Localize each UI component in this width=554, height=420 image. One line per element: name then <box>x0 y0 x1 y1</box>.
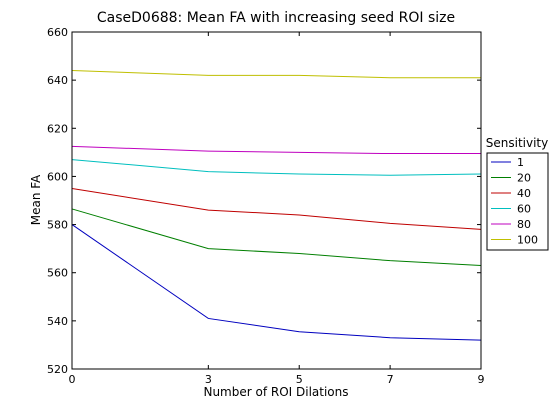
chart-title: CaseD0688: Mean FA with increasing seed … <box>97 10 455 26</box>
x-tick-label: 7 <box>387 373 394 386</box>
y-tick-label: 520 <box>47 363 68 376</box>
y-tick-label: 560 <box>47 267 68 280</box>
legend: 1 20 40 60 80 100 <box>486 152 549 251</box>
legend-label-40: 40 <box>517 187 531 200</box>
y-tick-label: 620 <box>47 122 68 135</box>
x-tick-label: 9 <box>478 373 485 386</box>
legend-label-60: 60 <box>517 203 531 216</box>
legend-title: Sensitivity <box>486 136 548 150</box>
legend-label-100: 100 <box>517 234 538 247</box>
legend-label-80: 80 <box>517 218 531 231</box>
y-tick-label: 580 <box>47 219 68 232</box>
series-line-40 <box>71 187 482 230</box>
legend-label-20: 20 <box>517 172 531 185</box>
series-line-20 <box>71 208 482 266</box>
series-line-100 <box>71 70 481 79</box>
y-tick-label: 540 <box>47 315 68 328</box>
y-tick-label: 660 <box>47 26 68 39</box>
x-tick-label: 3 <box>205 373 212 386</box>
series-lines <box>71 70 482 341</box>
x-axis-label: Number of ROI Dilations <box>203 385 348 399</box>
x-tick-label: 0 <box>69 373 76 386</box>
axis-ticks: 520 540 560 580 600 620 640 660 0 3 5 7 9 <box>47 26 485 386</box>
legend-box <box>486 152 549 251</box>
y-tick-label: 640 <box>47 74 68 87</box>
series-line-80 <box>71 145 481 155</box>
series-line-1 <box>71 224 482 341</box>
plot-area-frame <box>71 31 482 370</box>
series-line-60 <box>71 159 482 176</box>
y-tick-label: 600 <box>47 170 68 183</box>
legend-label-1: 1 <box>517 156 524 169</box>
x-tick-label: 5 <box>296 373 303 386</box>
y-axis-label: Mean FA <box>29 174 43 225</box>
